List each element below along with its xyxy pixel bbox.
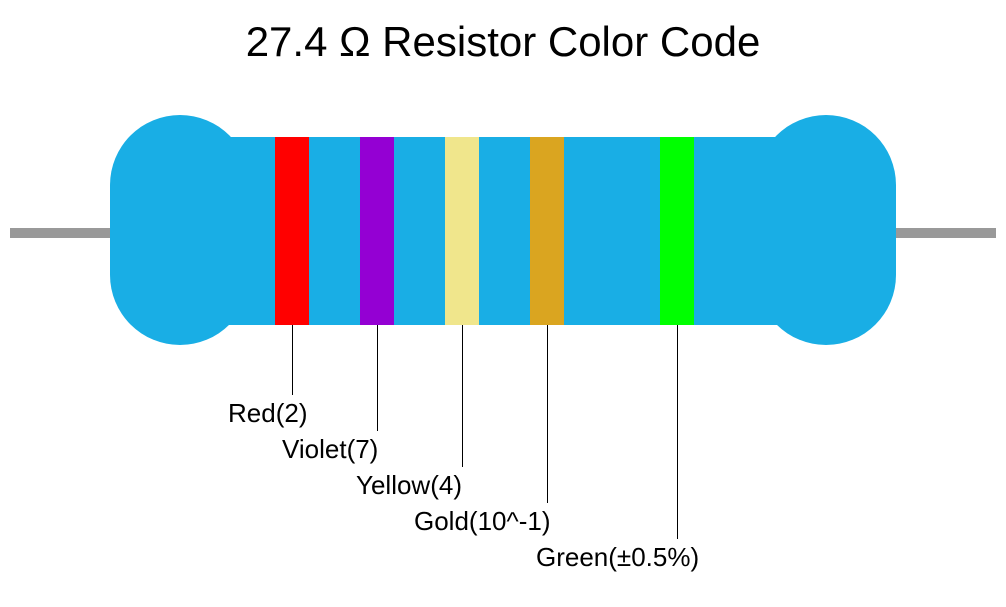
lead-right (881, 228, 996, 238)
band-2 (360, 137, 394, 325)
band-4-leader (547, 325, 548, 503)
band-5-label: Green(±0.5%) (536, 542, 699, 573)
band-2-label: Violet(7) (282, 434, 378, 465)
band-4 (530, 137, 564, 325)
band-3-label: Yellow(4) (356, 470, 462, 501)
band-1-label: Red(2) (228, 398, 307, 429)
lead-left (10, 228, 125, 238)
band-1 (275, 137, 309, 325)
band-3 (445, 137, 479, 325)
band-3-leader (462, 325, 463, 467)
band-5-leader (677, 325, 678, 539)
resistor-diagram: Red(2) Violet(7) Yellow(4) Gold(10^-1) Green… (0, 0, 1006, 607)
band-1-leader (292, 325, 293, 395)
band-2-leader (377, 325, 378, 431)
band-5 (660, 137, 694, 325)
band-4-label: Gold(10^-1) (414, 506, 550, 537)
